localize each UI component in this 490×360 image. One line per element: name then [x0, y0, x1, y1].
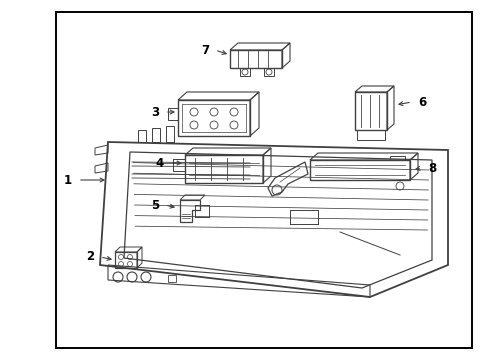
Text: 1: 1 — [64, 174, 72, 186]
Text: 5: 5 — [151, 198, 159, 212]
Bar — [56, 12, 472, 348]
Text: 7: 7 — [201, 44, 209, 57]
Text: 8: 8 — [428, 162, 436, 175]
Text: 6: 6 — [418, 95, 426, 108]
Text: 2: 2 — [86, 251, 94, 264]
Text: 3: 3 — [151, 105, 159, 118]
Bar — [168, 275, 176, 282]
Text: 4: 4 — [156, 157, 164, 170]
